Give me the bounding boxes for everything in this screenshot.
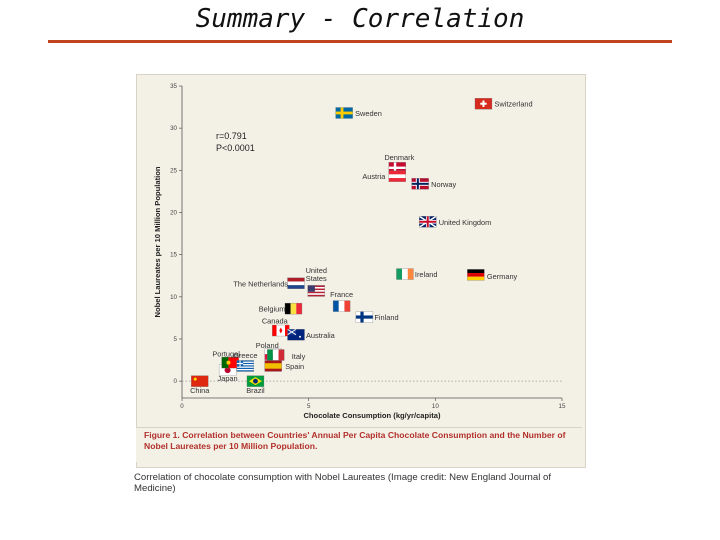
point-label-ireland: Ireland: [415, 270, 438, 279]
point-label-portugal: Portugal: [212, 350, 240, 359]
data-point-uk: [418, 215, 437, 228]
point-label-australia: Australia: [306, 331, 336, 340]
point-label-belgium: Belgium: [259, 305, 286, 314]
x-tick-label: 0: [180, 403, 184, 410]
data-point-germany: [467, 269, 485, 281]
point-label-italy: Italy: [292, 352, 306, 361]
point-label-austria: Austria: [362, 172, 386, 181]
y-tick-label: 0: [174, 378, 178, 385]
data-point-france: [332, 300, 351, 312]
slide-title: Summary - Correlation: [195, 4, 525, 34]
x-tick-label: 15: [559, 403, 566, 410]
point-label-germany: Germany: [487, 272, 518, 281]
y-tick-label: 10: [170, 294, 177, 301]
caption-box: [136, 427, 582, 462]
data-point-china: [191, 375, 209, 387]
data-point-sweden: [335, 107, 353, 119]
data-point-austria: [388, 170, 406, 182]
point-label-usa-2: States: [306, 274, 327, 283]
point-label-sweden: Sweden: [355, 109, 382, 118]
data-point-brazil: [246, 375, 265, 387]
y-tick-label: 30: [170, 125, 177, 132]
point-label-greece: Greece: [233, 351, 257, 360]
data-point-ireland: [396, 268, 414, 280]
data-point-netherlands: [287, 277, 305, 289]
title-underline: [48, 40, 672, 43]
point-label-uk: United Kingdom: [439, 218, 492, 227]
point-label-brazil: Brazil: [246, 386, 265, 395]
x-tick-label: 5: [307, 403, 311, 410]
point-label-japan: Japan: [218, 374, 238, 383]
point-label-poland: Poland: [256, 341, 279, 350]
point-label-canada: Canada: [262, 317, 289, 326]
point-label-netherlands: The Netherlands: [233, 279, 288, 288]
point-label-france: France: [330, 290, 353, 299]
point-label-norway: Norway: [431, 180, 456, 189]
figure-caption: Figure 1. Correlation between Countries'…: [144, 430, 576, 452]
data-point-greece: [236, 360, 254, 372]
y-tick-label: 25: [170, 167, 177, 174]
x-axis-title: Chocolate Consumption (kg/yr/capita): [303, 411, 441, 420]
image-credit: Correlation of chocolate consumption wit…: [134, 472, 552, 494]
axes-layer: 0 5 10 15 20 25 30 35 0 5 10 15: [170, 83, 566, 410]
point-label-usa-1: United: [306, 266, 327, 275]
figure-panel: [136, 74, 586, 468]
point-label-denmark: Denmark: [384, 153, 414, 162]
data-point-switzerland: [474, 98, 493, 110]
data-point-norway: [411, 178, 429, 190]
y-tick-label: 35: [170, 83, 177, 90]
y-axis-title: Nobel Laureates per 10 Million Populatio…: [153, 166, 162, 317]
point-label-finland: Finland: [374, 313, 398, 322]
data-point-belgium: [284, 302, 303, 315]
correlation-r: r=0.791: [216, 131, 247, 141]
caption-text: Correlation between Countries' Annual Pe…: [144, 430, 566, 451]
y-tick-label: 20: [170, 209, 177, 216]
data-point-spain: [264, 360, 282, 372]
data-point-canada: [272, 324, 290, 337]
data-point-australia: [287, 328, 305, 341]
p-value: P<0.0001: [216, 143, 255, 153]
point-label-china: China: [190, 386, 210, 395]
data-point-usa: [307, 285, 325, 297]
data-point-italy: [267, 349, 285, 361]
x-tick-label: 10: [432, 403, 439, 410]
point-label-spain: Spain: [285, 362, 304, 371]
y-tick-label: 15: [170, 252, 177, 259]
caption-label: Figure 1.: [144, 430, 180, 440]
data-point-finland: [355, 311, 374, 323]
point-label-switzerland: Switzerland: [494, 100, 532, 109]
y-tick-label: 5: [174, 336, 178, 343]
